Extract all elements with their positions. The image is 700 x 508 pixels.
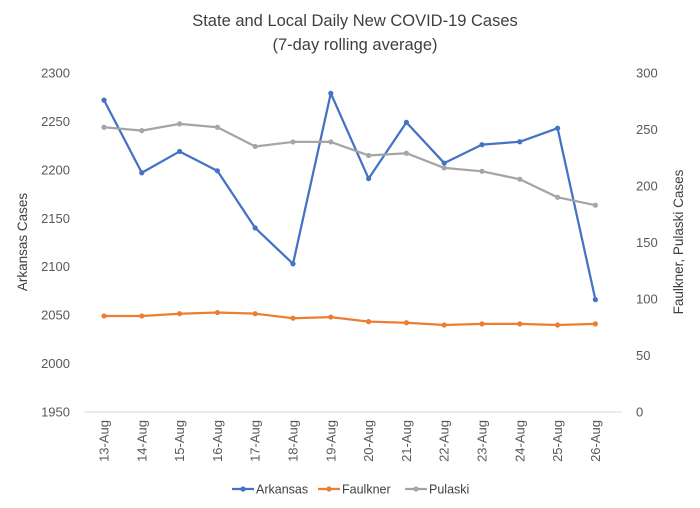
- data-point-faulkner: [366, 319, 372, 325]
- data-point-pulaski: [441, 165, 447, 171]
- y-tick-label-left: 2100: [41, 259, 70, 274]
- data-point-pulaski: [252, 143, 258, 150]
- data-point-pulaski: [366, 152, 372, 159]
- data-point-arkansas: [366, 175, 372, 182]
- data-point-faulkner: [517, 321, 523, 327]
- data-point-faulkner: [290, 315, 296, 321]
- y-tick-label-left: 2200: [41, 162, 70, 177]
- y-axis-label-right: Faulkner, Pulaski Cases: [671, 169, 686, 314]
- data-point-faulkner: [555, 322, 561, 328]
- data-point-arkansas: [441, 160, 447, 166]
- y-tick-label-right: 200: [636, 179, 658, 194]
- x-tick-label: 23-Aug: [475, 420, 490, 462]
- legend: Arkansas Faulkner Pulaski: [232, 483, 469, 497]
- chart-title: State and Local Daily New COVID-19 Cases: [192, 12, 518, 30]
- data-point-arkansas: [177, 148, 183, 155]
- x-tick-label: 24-Aug: [512, 420, 527, 462]
- y-tick-label-left: 2000: [41, 356, 70, 371]
- data-point-pulaski: [177, 121, 183, 127]
- data-point-pulaski: [592, 202, 599, 208]
- data-point-faulkner: [479, 321, 485, 327]
- x-tick-label: 26-Aug: [588, 420, 603, 462]
- legend-label-arkansas: Arkansas: [256, 483, 308, 497]
- data-point-pulaski: [328, 139, 334, 145]
- y-tick-label-left: 2050: [41, 308, 70, 323]
- data-point-faulkner: [592, 321, 599, 327]
- data-point-pulaski: [290, 139, 296, 145]
- data-point-arkansas: [328, 90, 334, 96]
- series-line-faulkner: [102, 311, 597, 327]
- data-point-arkansas: [290, 261, 296, 267]
- data-point-faulkner: [139, 313, 145, 319]
- data-point-pulaski: [555, 194, 561, 200]
- data-point-arkansas: [101, 97, 107, 103]
- data-point-pulaski: [101, 124, 107, 130]
- data-point-pulaski: [517, 176, 523, 182]
- y-tick-label-left: 1950: [41, 405, 70, 420]
- data-point-faulkner: [101, 313, 107, 319]
- x-tick-label: 16-Aug: [210, 420, 225, 462]
- x-tick-label: 15-Aug: [172, 420, 187, 462]
- y-tick-label-right: 100: [636, 292, 658, 307]
- x-tick-label: 25-Aug: [550, 420, 565, 462]
- data-point-faulkner: [252, 311, 258, 317]
- chart-subtitle: (7-day rolling average): [272, 36, 437, 54]
- x-tick-label: 17-Aug: [248, 420, 263, 462]
- legend-marker-faulkner: [326, 486, 332, 492]
- series-line-pulaski: [102, 122, 597, 207]
- y-axis-label-left: Arkansas Cases: [15, 193, 30, 292]
- x-tick-label: 20-Aug: [361, 420, 376, 462]
- legend-marker-arkansas: [240, 486, 246, 492]
- y-tick-label-right: 150: [636, 235, 658, 250]
- y-tick-label-right: 0: [636, 405, 643, 420]
- data-point-faulkner: [177, 311, 183, 317]
- data-point-pulaski: [403, 150, 409, 156]
- legend-label-faulkner: Faulkner: [342, 483, 391, 497]
- x-tick-label: 14-Aug: [134, 420, 149, 462]
- data-point-arkansas: [555, 125, 561, 131]
- data-point-pulaski: [479, 168, 485, 174]
- y-tick-label-left: 2150: [41, 211, 70, 226]
- data-point-faulkner: [441, 322, 447, 328]
- data-point-pulaski: [214, 124, 220, 130]
- plot-area: 1950 2000 2050 2100 2150 2200 2250 2300 0 50 100 15…: [41, 66, 658, 462]
- x-tick-label: 18-Aug: [286, 420, 301, 462]
- data-point-pulaski: [139, 128, 145, 134]
- legend-marker-pulaski: [413, 486, 419, 492]
- y-tick-label-right: 300: [636, 66, 658, 81]
- data-point-arkansas: [592, 297, 599, 303]
- data-point-faulkner: [328, 314, 334, 320]
- x-tick-label: 21-Aug: [399, 420, 414, 462]
- data-point-faulkner: [214, 309, 220, 316]
- x-tick-label: 22-Aug: [437, 420, 452, 462]
- series-line-arkansas: [102, 92, 597, 301]
- x-tick-label: 13-Aug: [97, 420, 112, 462]
- y-tick-label-right: 50: [636, 348, 650, 363]
- data-point-arkansas: [214, 168, 220, 174]
- legend-label-pulaski: Pulaski: [429, 483, 469, 497]
- data-point-arkansas: [479, 142, 485, 148]
- data-point-faulkner: [403, 320, 409, 326]
- y-tick-label-right: 250: [636, 122, 658, 137]
- y-tick-label-left: 2300: [41, 66, 70, 81]
- x-tick-label: 19-Aug: [323, 420, 338, 462]
- data-point-arkansas: [403, 119, 409, 125]
- data-point-arkansas: [517, 139, 523, 145]
- data-point-arkansas: [252, 225, 258, 231]
- y-tick-label-left: 2250: [41, 114, 70, 129]
- data-point-arkansas: [139, 170, 145, 176]
